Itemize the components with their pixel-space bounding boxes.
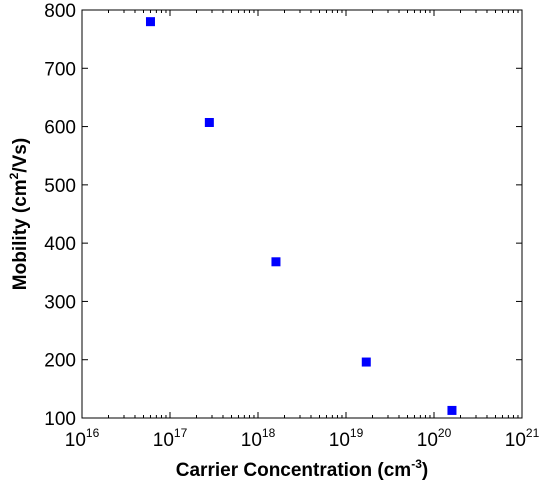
y-axis-ticks: 100 200 300 400 500 600 700 800 [44, 1, 522, 430]
x-tick-label: 1018 [241, 426, 276, 451]
data-point-marker [447, 405, 457, 415]
y-tick-label: 300 [44, 292, 76, 313]
y-tick-label: 100 [44, 409, 76, 430]
y-tick-label: 600 [44, 118, 76, 139]
x-axis-ticks: 1016 1017 1018 1019 1020 1021 [65, 10, 540, 451]
y-tick-label: 700 [44, 59, 76, 80]
x-tick-label: 1017 [153, 426, 188, 451]
y-axis-title: Mobility (cm2/Vs) [7, 138, 31, 290]
y-tick-label: 200 [44, 351, 76, 372]
y-tick-label: 400 [44, 234, 76, 255]
data-point-marker [271, 257, 281, 267]
x-axis-title: Carrier Concentration (cm-3) [176, 457, 428, 481]
x-tick-label: 1019 [329, 426, 364, 451]
data-point-marker [145, 17, 155, 27]
plot-area-frame [81, 9, 523, 419]
x-tick-label: 1020 [417, 426, 452, 451]
x-tick-label: 1021 [505, 426, 540, 451]
x-tick-label: 1016 [65, 426, 100, 451]
y-tick-label: 800 [44, 1, 76, 22]
data-points [145, 17, 457, 415]
y-tick-label: 500 [44, 176, 76, 197]
data-point-marker [204, 117, 214, 127]
data-point-marker [361, 357, 371, 367]
